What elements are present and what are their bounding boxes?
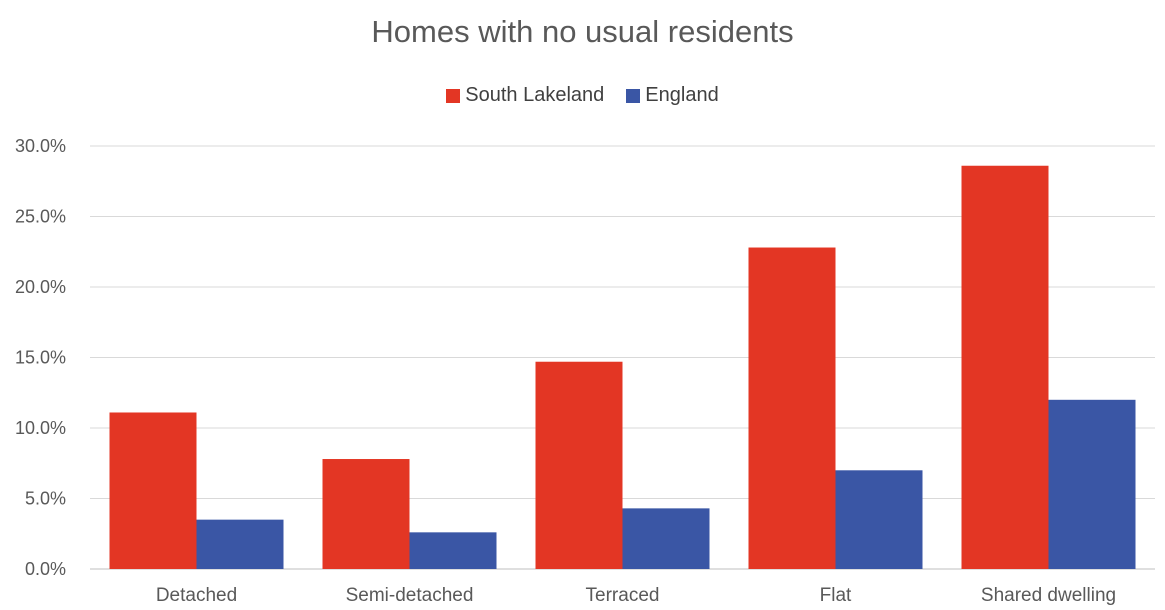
chart-title: Homes with no usual residents bbox=[371, 14, 794, 49]
legend-label-south-lakeland: South Lakeland bbox=[465, 84, 605, 106]
x-tick-label: Detached bbox=[156, 585, 237, 606]
legend: South Lakeland England bbox=[0, 84, 1165, 107]
bar-england bbox=[622, 508, 710, 569]
y-tick-label: 25.0% bbox=[15, 207, 66, 227]
bar-south-lakeland bbox=[109, 412, 197, 569]
bar-england bbox=[835, 470, 923, 569]
bar-south-lakeland bbox=[961, 165, 1049, 570]
legend-label-england: England bbox=[645, 84, 719, 106]
y-tick-label: 20.0% bbox=[15, 277, 66, 297]
bar-south-lakeland bbox=[535, 361, 623, 569]
y-tick-label: 10.0% bbox=[15, 418, 66, 438]
bar-south-lakeland bbox=[322, 459, 410, 569]
legend-item-south-lakeland: South Lakeland bbox=[446, 84, 604, 107]
legend-item-england: England bbox=[626, 84, 719, 107]
y-tick-label: 5.0% bbox=[25, 489, 66, 509]
legend-swatch-england bbox=[626, 88, 641, 103]
y-tick-label: 30.0% bbox=[15, 136, 66, 156]
y-tick-label: 0.0% bbox=[25, 559, 66, 579]
bar-south-lakeland bbox=[748, 247, 836, 569]
y-tick-label: 15.0% bbox=[15, 348, 66, 368]
x-tick-label: Flat bbox=[820, 585, 852, 606]
legend-swatch-south-lakeland bbox=[446, 88, 461, 103]
x-tick-label: Terraced bbox=[586, 585, 660, 606]
x-tick-label: Shared dwelling bbox=[981, 585, 1116, 606]
bar-england bbox=[409, 532, 497, 569]
x-tick-label: Semi-detached bbox=[346, 585, 474, 606]
bar-england bbox=[196, 519, 284, 569]
bar-england bbox=[1048, 399, 1136, 569]
